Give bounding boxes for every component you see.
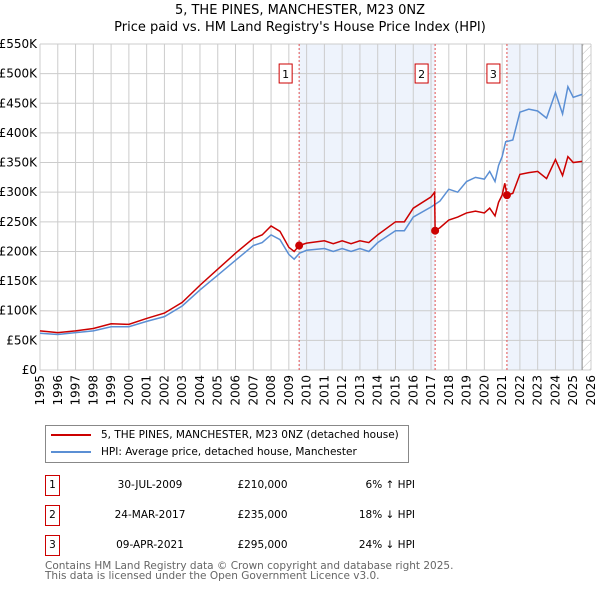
x-tick-label: 2001 [140, 375, 154, 406]
sale-marker-label: 3 [490, 68, 497, 81]
x-tick-label: 2022 [513, 375, 527, 406]
legend: 5, THE PINES, MANCHESTER, M23 0NZ (detac… [45, 425, 409, 463]
x-tick-label: 2007 [246, 375, 260, 406]
y-tick-label: £150K [0, 274, 38, 288]
sale-point [431, 226, 440, 235]
sale-point [502, 191, 511, 200]
x-tick-label: 2019 [460, 375, 474, 406]
property-price-line [39, 155, 583, 334]
x-tick-label: 2008 [264, 375, 278, 406]
x-tick-label: 2000 [122, 375, 136, 406]
legend-swatch-hpi [51, 451, 91, 453]
x-tick-label: 2023 [531, 375, 545, 406]
sale-marker-box [414, 63, 429, 84]
x-tick-label: 2026 [584, 375, 598, 406]
x-tick-label: 1996 [51, 375, 65, 406]
sale-price: £235,000 [237, 509, 288, 521]
x-tick-label: 2024 [548, 375, 562, 406]
y-tick-label: £450K [0, 96, 38, 110]
sale-marker-box [278, 63, 293, 84]
x-tick-label: 2011 [317, 375, 331, 406]
sale-date: 30-JUL-2009 [117, 479, 183, 491]
x-tick-label: 2025 [566, 375, 580, 406]
hpi-line [39, 84, 583, 336]
x-tick-label: 1998 [86, 375, 100, 406]
x-tick-label: 2005 [211, 375, 225, 406]
legend-label-hpi: HPI: Average price, detached house, Manc… [101, 446, 357, 458]
y-tick-label: £350K [0, 156, 38, 170]
x-tick-label: 1995 [33, 375, 47, 406]
legend-swatch-property [51, 434, 91, 436]
y-tick-label: £100K [0, 304, 38, 318]
y-tick-label: £200K [0, 244, 38, 258]
x-tick-label: 2006 [229, 375, 243, 406]
sale-hpi-diff: 18% ↓ HPI [358, 509, 415, 521]
x-tick-label: 2002 [157, 375, 171, 406]
sale-price: £210,000 [237, 479, 288, 491]
x-tick-label: 2014 [371, 375, 385, 406]
y-tick-label: £400K [0, 126, 38, 140]
x-tick-label: 2016 [406, 375, 420, 406]
legend-item-hpi: HPI: Average price, detached house, Manc… [51, 446, 357, 458]
chart-title: 5, THE PINES, MANCHESTER, M23 0NZ [174, 3, 426, 18]
sale-marker-label: 2 [418, 68, 425, 81]
x-tick-label: 2003 [175, 375, 189, 406]
sale-date: 24-MAR-2017 [114, 509, 186, 521]
footer-copyright: Contains HM Land Registry data © Crown c… [45, 560, 454, 572]
legend-label-property: 5, THE PINES, MANCHESTER, M23 0NZ (detac… [101, 429, 399, 441]
sale-row: 2 24-MAR-2017 £235,000 18% ↓ HPI [45, 505, 445, 526]
x-tick-label: 2013 [353, 375, 367, 406]
sale-point [295, 241, 304, 250]
sale-hpi-diff: 6% ↑ HPI [365, 479, 415, 491]
price-chart: 1995 1996 1997 1998 1999 2000 2001 2002 2003 2004… [0, 37, 598, 406]
sale-price: £295,000 [237, 539, 288, 551]
sale-marker-box [486, 63, 501, 84]
x-tick-label: 2010 [300, 375, 314, 406]
sale-marker-label: 2 [45, 505, 60, 526]
x-tick-label: 1999 [104, 375, 118, 406]
legend-item-property: 5, THE PINES, MANCHESTER, M23 0NZ (detac… [51, 429, 399, 441]
footer: Contains HM Land Registry data © Crown c… [45, 560, 454, 582]
x-tick-label: 2018 [442, 375, 456, 406]
sale-row: 1 30-JUL-2009 £210,000 6% ↑ HPI [45, 475, 445, 496]
forecast-hatch [582, 44, 591, 370]
x-tick-label: 2017 [424, 375, 438, 406]
shade-region [299, 44, 436, 370]
sale-row: 3 09-APR-2021 £295,000 24% ↓ HPI [45, 535, 445, 556]
sale-hpi-diff: 24% ↓ HPI [358, 539, 415, 551]
x-tick-label: 2004 [193, 375, 207, 406]
y-tick-label: £550K [0, 37, 38, 51]
footer-licence: This data is licensed under the Open Gov… [45, 570, 380, 582]
y-tick-label: £500K [0, 67, 38, 81]
x-tick-label: 2009 [282, 375, 296, 406]
y-tick-label: £50K [6, 333, 38, 347]
y-tick-label: £300K [0, 185, 38, 199]
chart-subtitle: Price paid vs. HM Land Registry's House … [114, 20, 486, 35]
sale-marker-label: 1 [45, 475, 60, 496]
x-tick-label: 2021 [495, 375, 509, 406]
x-tick-label: 2015 [388, 375, 402, 406]
y-tick-label: £0 [22, 363, 37, 377]
sale-marker-label: 3 [45, 535, 60, 556]
x-tick-label: 2012 [335, 375, 349, 406]
y-tick-label: £250K [0, 215, 38, 229]
sale-marker-label: 1 [282, 68, 289, 81]
sale-date: 09-APR-2021 [116, 539, 184, 551]
x-tick-label: 1997 [69, 375, 83, 406]
x-tick-label: 2020 [477, 375, 491, 406]
